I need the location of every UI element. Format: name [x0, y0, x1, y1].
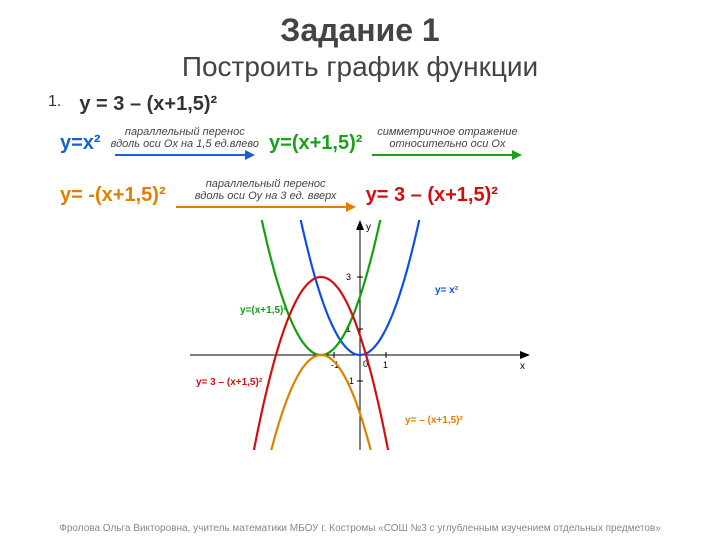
- flow-row-2: y= -(x+1,5)² параллельный перенос вдоль …: [60, 178, 680, 212]
- arrow-2-label-1: симметричное отражение: [377, 126, 517, 138]
- arrow-1: параллельный перенос вдоль оси Ox на 1,5…: [111, 126, 259, 160]
- arrow-2-line: [372, 150, 522, 160]
- arrow-1-label-2: вдоль оси Ox на 1,5 ед.влево: [111, 138, 259, 150]
- chart-svg: xy0-11-113: [190, 220, 530, 450]
- title-line-2: Построить график функции: [0, 51, 720, 83]
- svg-text:1: 1: [383, 360, 388, 370]
- arrow-3-label-2: вдоль оси Oy на 3 ед. вверх: [195, 190, 337, 202]
- arrow-2: симметричное отражение относительно оси …: [372, 126, 522, 160]
- main-equation: y = 3 – (x+1,5)²: [79, 93, 217, 116]
- title-line-1: Задание 1: [0, 12, 720, 49]
- footer-credit: Фролова Ольга Викторовна, учитель матема…: [0, 523, 720, 534]
- svg-text:x: x: [520, 361, 525, 372]
- svg-text:y: y: [366, 222, 371, 233]
- curve-label: y= 3 – (x+1,5)²: [196, 377, 262, 388]
- title-block: Задание 1 Построить график функции: [0, 0, 720, 83]
- flow-row-1: y=x² параллельный перенос вдоль оси Ox н…: [60, 126, 680, 160]
- arrow-2-label-2: относительно оси Ox: [389, 138, 505, 150]
- bullet-number: 1.: [48, 93, 61, 111]
- curve-label: y=(x+1,5)²: [240, 305, 287, 316]
- svg-text:3: 3: [346, 272, 351, 282]
- bullet-row: 1. y = 3 – (x+1,5)²: [40, 93, 680, 116]
- content-area: 1. y = 3 – (x+1,5)² y=x² параллельный пе…: [0, 83, 720, 450]
- arrow-3-label-1: параллельный перенос: [206, 178, 326, 190]
- parabola-chart: xy0-11-113y= x²y=(x+1,5)²y= – (x+1,5)²y=…: [190, 220, 530, 450]
- arrow-1-line: [115, 150, 255, 160]
- arrow-1-label-1: параллельный перенос: [125, 126, 245, 138]
- curve-label: y= x²: [435, 285, 458, 296]
- arrow-3: параллельный перенос вдоль оси Oy на 3 е…: [176, 178, 356, 212]
- func-step-1: y=x²: [60, 132, 101, 155]
- curve-label: y= – (x+1,5)²: [405, 415, 463, 426]
- chart-wrap: xy0-11-113y= x²y=(x+1,5)²y= – (x+1,5)²y=…: [40, 220, 680, 450]
- func-step-4: y= 3 – (x+1,5)²: [366, 184, 498, 207]
- func-step-3: y= -(x+1,5)²: [60, 184, 166, 207]
- arrow-3-line: [176, 202, 356, 212]
- func-step-2: y=(x+1,5)²: [269, 132, 362, 155]
